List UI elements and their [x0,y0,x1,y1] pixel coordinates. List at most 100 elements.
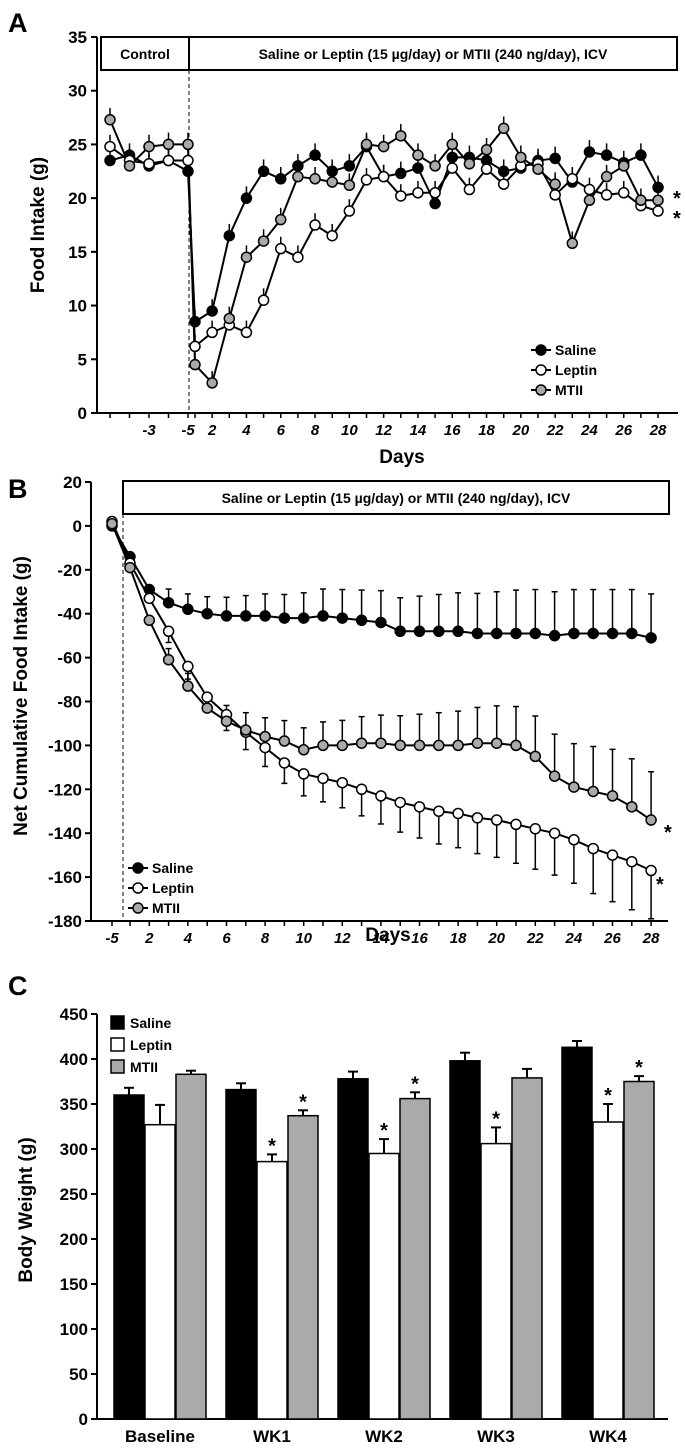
panel-c-y-tick-label: 100 [60,1320,88,1339]
panel-a-y-axis-label: Food Intake (g) [28,157,49,293]
panel-a-y-tick-label: 35 [68,28,87,47]
panel-a-point-mtii [600,170,613,183]
panel-a-point-leptin [257,294,270,306]
panel-a-legend-label-mtii: MTII [555,382,583,398]
panel-b-point-mtii [124,561,136,574]
panel-c-bar-mtii [287,1114,319,1420]
panel-b-point-leptin [278,757,291,769]
panel-a-point-mtii [497,122,510,135]
panel-a-point-mtii [143,140,155,153]
panel-a-point-mtii [480,144,493,156]
panel-b-point-mtii [510,739,522,752]
panel-a-point-mtii [566,237,579,250]
panel-c-significance-star: * [299,1091,307,1113]
panel-c-significance-star: * [604,1085,612,1107]
panel-b-legend-marker-leptin [132,882,144,894]
panel-a-point-saline [343,160,356,172]
panel-a-point-saline [412,162,424,174]
panel-b-point-saline [336,612,349,624]
panel-b-point-leptin [355,783,368,796]
panel-letter-c: C [8,971,28,1001]
panel-b-point-mtii [259,730,271,743]
panel-c-bar-leptin [592,1121,624,1420]
panel-b-point-saline [452,625,464,638]
panel-a-point-leptin [463,183,476,196]
panel-b-point-leptin [394,796,406,809]
panel-a-x-tick-label: 26 [614,422,632,439]
panel-a-x-tick-label: 16 [444,422,461,439]
panel-b-point-leptin [162,625,175,638]
panel-c-bar-leptin [144,1123,176,1420]
panel-b-x-tick-label: 24 [565,930,583,947]
panel-a-point-leptin [429,187,441,199]
panel-a-point-mtii [182,138,194,151]
panel-a-point-leptin [480,163,493,175]
panel-a-x-tick-label: 2 [207,422,217,439]
panel-b-point-saline [259,610,271,622]
panel-c-significance-star: * [411,1073,419,1095]
panel-a-legend-marker-leptin [535,364,547,376]
panel-b-point-mtii [433,739,445,752]
panel-b-legend-marker-saline [132,862,144,874]
panel-b-x-tick-label: 8 [261,930,270,947]
panel-b-point-leptin [587,842,599,855]
panel-b-treatment-box [122,480,670,515]
panel-a-point-mtii [292,170,304,183]
panel-a-point-leptin [326,229,338,242]
panel-a-significance-star: * [673,208,681,230]
panel-b-point-saline [201,607,213,620]
panel-a-point-leptin [343,205,356,217]
panel-b-point-leptin [452,807,464,820]
panel-b-point-leptin [433,805,445,817]
panel-b-legend-label-mtii: MTII [152,900,180,916]
panel-a-point-leptin [549,189,561,201]
panel-b-point-mtii [626,801,638,813]
panel-a-x-tick-label: 12 [375,422,392,439]
panel-b-x-tick-label: 26 [603,930,621,947]
panel-a-point-leptin [600,189,613,201]
panel-b-point-mtii [645,814,657,826]
panel-b-point-saline [626,627,638,640]
panel-b-x-axis-label: Days [365,925,410,946]
panel-b-y-tick-label: -40 [57,605,82,624]
panel-c-bar-leptin [480,1142,512,1420]
panel-a-point-saline [257,165,270,178]
panel-b-x-tick-label: 22 [526,930,544,947]
panel-c-significance-star: * [635,1057,643,1079]
panel-a-point-mtii [429,160,441,172]
panel-b-point-saline [606,627,619,640]
panel-b-point-saline [182,603,194,616]
panel-a-x-tick-label: -5 [181,422,195,439]
panel-a-point-leptin [377,170,390,183]
panel-a-point-mtii [532,163,544,175]
panel-a-point-leptin [162,154,175,167]
panel-a-point-leptin [583,183,596,196]
panel-b-point-saline [510,627,522,640]
panel-c-category-label: WK4 [589,1427,627,1446]
panel-a-point-mtii [223,312,236,325]
panel-a-significance-star: * [673,188,681,210]
panel-a-y-tick-label: 30 [68,82,87,101]
panel-c-bar-saline [561,1046,593,1420]
panel-b-point-mtii [143,614,156,627]
panel-a-x-tick-label: -3 [142,422,156,439]
panel-a-point-mtii [123,160,136,172]
panel-letter-a: A [8,8,28,38]
panel-a-x-tick-label: 8 [311,422,320,439]
panel-a-point-saline [326,165,338,178]
panel-b-y-tick-label: -20 [57,561,82,580]
panel-c-legend-swatch-mtii [110,1059,125,1074]
panel-b-point-leptin [548,827,561,839]
panel-c-bar-mtii [175,1073,207,1420]
panel-b-point-saline [587,627,599,640]
panel-c-category-label: WK3 [477,1427,515,1446]
panel-c-significance-star: * [492,1108,500,1130]
panel-c-category-label: WK2 [365,1427,403,1446]
panel-b-x-tick-label: 2 [144,930,154,947]
panel-a-point-leptin [566,173,579,185]
panel-a-point-saline [549,152,561,165]
panel-a-point-leptin [240,326,253,339]
panel-b-point-leptin [143,592,156,605]
panel-letter-b: B [8,474,28,504]
